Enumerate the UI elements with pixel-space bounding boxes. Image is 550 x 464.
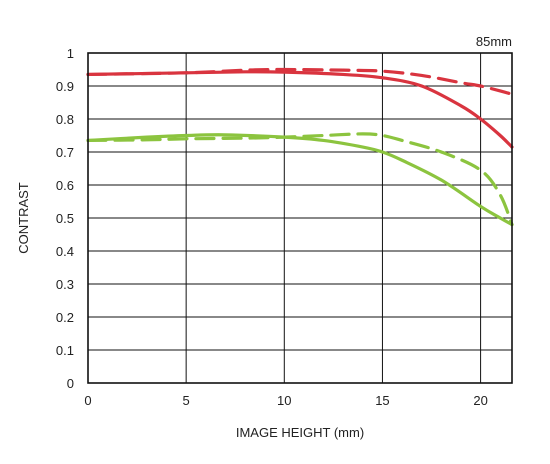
- y-tick-label: 0.8: [56, 112, 74, 127]
- y-tick-label: 0.2: [56, 310, 74, 325]
- y-tick-label: 0.9: [56, 79, 74, 94]
- series-line-3-dashed: [86, 132, 514, 227]
- focal-length-label: 85mm: [476, 34, 512, 49]
- y-tick-label: 1: [67, 46, 74, 61]
- y-tick-label: 0.1: [56, 343, 74, 358]
- y-tick-label: 0.5: [56, 211, 74, 226]
- series-lines: [86, 67, 514, 227]
- plot-frame: [87, 52, 513, 384]
- x-tick-label: 15: [375, 393, 389, 408]
- x-tick-label: 20: [473, 393, 487, 408]
- y-tick-label: 0.7: [56, 145, 74, 160]
- y-tick-label: 0.4: [56, 244, 74, 259]
- x-tick-label: 10: [277, 393, 291, 408]
- y-tick-label: 0: [67, 376, 74, 391]
- series-line-0-solid: [86, 70, 514, 149]
- y-tick-labels: 0 0.1 0.2 0.3 0.4 0.5 0.6 0.7 0.8 0.9 1: [56, 46, 74, 391]
- x-axis-title: IMAGE HEIGHT (mm): [236, 425, 364, 440]
- y-axis-title: CONTRAST: [16, 182, 31, 254]
- y-tick-label: 0.3: [56, 277, 74, 292]
- x-tick-labels: 0 5 10 15 20: [84, 393, 487, 408]
- x-tick-label: 0: [84, 393, 91, 408]
- x-tick-label: 5: [183, 393, 190, 408]
- y-tick-label: 0.6: [56, 178, 74, 193]
- series-line-2-solid: [86, 133, 514, 227]
